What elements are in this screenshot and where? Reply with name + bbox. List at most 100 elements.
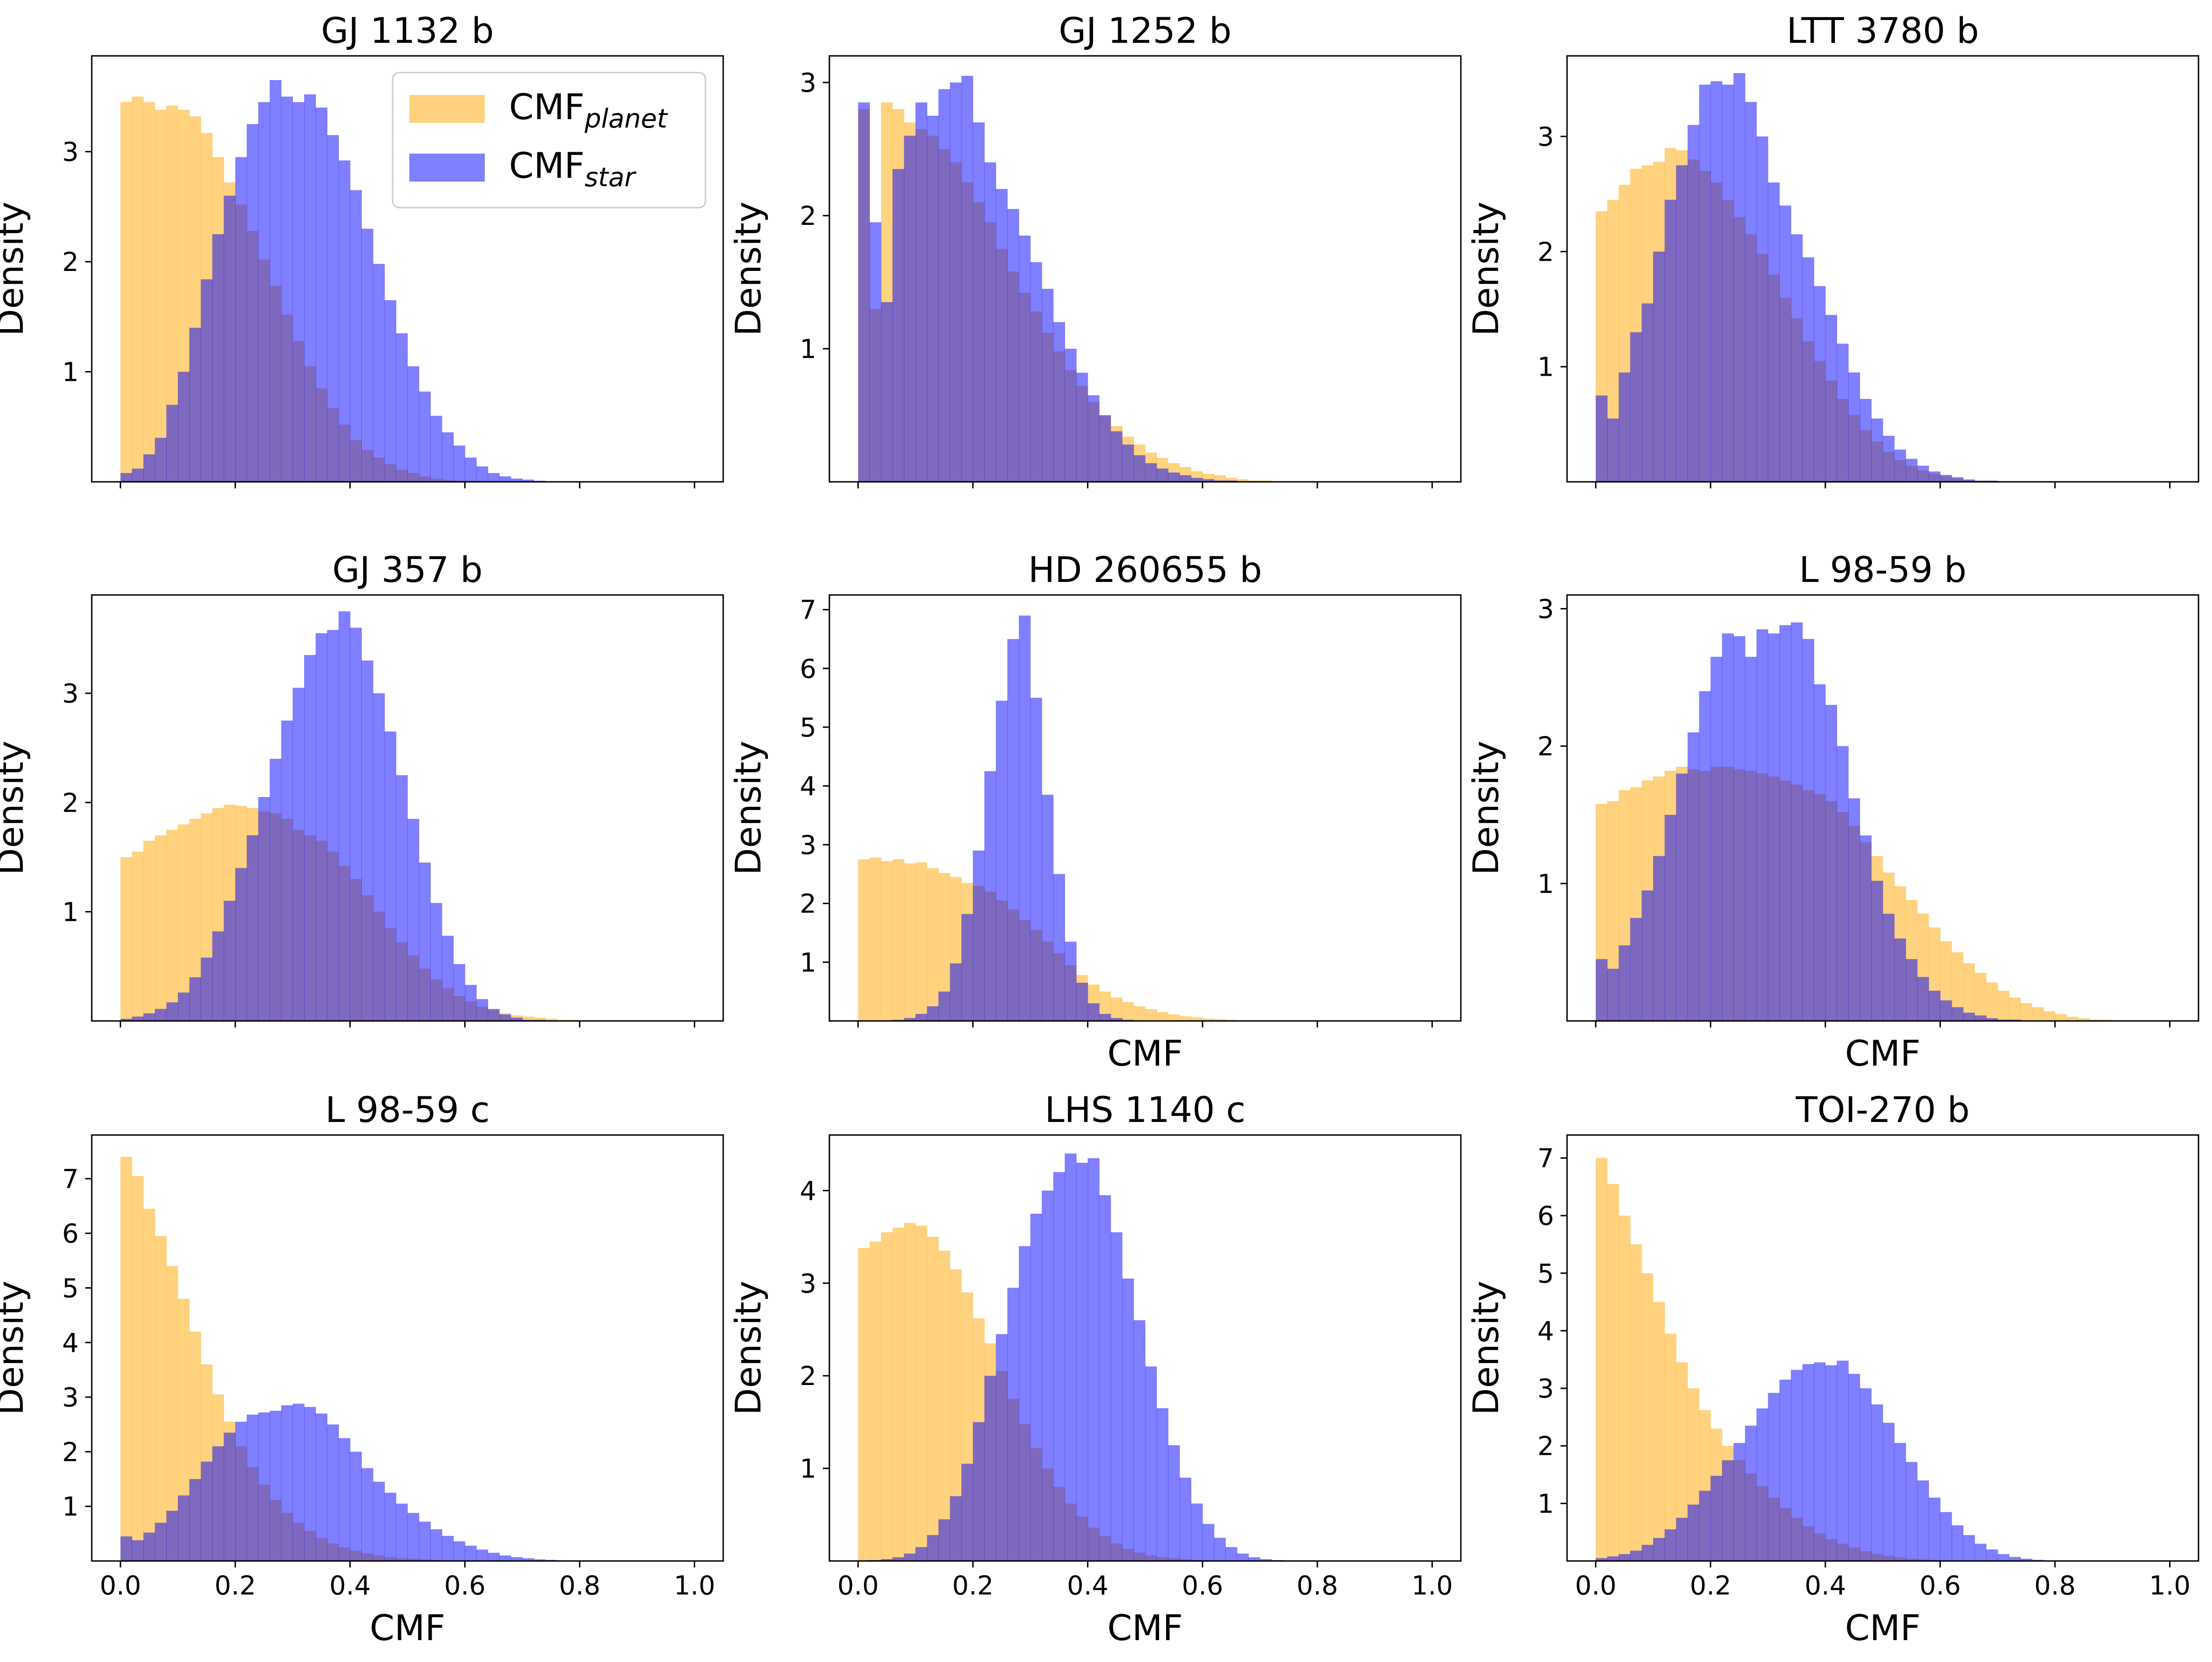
y-tick-label: 1 xyxy=(62,1492,79,1522)
bar-star xyxy=(1156,468,1168,482)
bar-planet xyxy=(2032,1007,2044,1021)
bar-planet xyxy=(1214,475,1226,482)
bar-planet xyxy=(892,859,904,1021)
y-tick-label: 3 xyxy=(1537,595,1554,625)
bar-star xyxy=(1756,136,1769,482)
series-star-bars xyxy=(858,75,1237,482)
bar-star xyxy=(1642,1545,1654,1561)
bar-star xyxy=(488,1009,500,1021)
bar-planet xyxy=(869,1241,882,1561)
bar-planet xyxy=(1618,1216,1631,1561)
bar-star xyxy=(1202,1524,1215,1561)
bar-star xyxy=(858,102,870,482)
bar-star xyxy=(1802,639,1814,1021)
bar-star xyxy=(1042,795,1054,1021)
bar-star xyxy=(1042,289,1054,482)
x-tick-label: 0.8 xyxy=(1296,1571,1338,1601)
bar-star xyxy=(927,1535,939,1561)
bar-star xyxy=(281,1405,293,1561)
bar-star xyxy=(201,957,213,1021)
y-tick-label: 1 xyxy=(800,334,816,365)
bar-star xyxy=(143,1533,156,1561)
y-tick-label: 7 xyxy=(1537,1143,1554,1174)
y-tick-label: 3 xyxy=(800,68,816,98)
bar-star xyxy=(1676,773,1688,1021)
bar-star xyxy=(327,630,339,1021)
bar-star xyxy=(476,1549,489,1561)
bar-star xyxy=(1917,466,1929,482)
bar-star xyxy=(430,1529,442,1561)
bar-star xyxy=(510,478,523,482)
bar-planet xyxy=(1664,1333,1676,1561)
bar-star xyxy=(1837,746,1849,1021)
bar-star xyxy=(1607,968,1619,1021)
bar-star xyxy=(1975,1015,1987,1021)
bar-planet xyxy=(132,96,144,482)
bar-star xyxy=(1087,395,1099,482)
bar-star xyxy=(1179,475,1192,482)
bar-star xyxy=(1618,1554,1631,1561)
bar-star xyxy=(155,438,167,482)
bar-star xyxy=(177,993,190,1021)
bar-planet xyxy=(143,1209,156,1561)
bar-star xyxy=(327,135,339,482)
bar-star xyxy=(1018,1246,1031,1561)
bar-star xyxy=(488,1553,500,1561)
y-tick-label: 3 xyxy=(62,679,79,709)
bar-star xyxy=(1237,1554,1249,1561)
bar-star xyxy=(1179,1477,1192,1561)
bar-star xyxy=(1814,684,1826,1021)
axes-frame xyxy=(828,1134,1462,1562)
bar-star xyxy=(224,900,236,1021)
bar-star xyxy=(510,1557,523,1561)
bar-star xyxy=(258,1412,270,1561)
bar-star xyxy=(1871,1404,1883,1561)
series-star-bars xyxy=(869,1153,1283,1561)
bar-planet xyxy=(927,868,939,1021)
bar-star xyxy=(1087,1158,1099,1561)
bar-star xyxy=(973,851,985,1021)
legend-label-star: CMFstar xyxy=(509,145,637,193)
bar-star xyxy=(441,936,454,1021)
bar-planet xyxy=(881,861,893,1021)
bar-star xyxy=(1963,1535,1975,1561)
series-star-bars xyxy=(1595,73,1998,482)
bar-star xyxy=(1687,732,1700,1021)
bar-star xyxy=(1595,395,1608,482)
bar-star xyxy=(1191,478,1203,482)
bar-star xyxy=(120,1019,132,1021)
bar-planet xyxy=(1191,1017,1203,1021)
bar-star xyxy=(361,229,373,482)
bar-star xyxy=(1607,418,1619,482)
bar-star xyxy=(1030,697,1042,1021)
bar-star xyxy=(499,476,511,482)
bar-star xyxy=(177,372,190,482)
series-star-bars xyxy=(1595,1360,2056,1561)
bar-star xyxy=(1722,84,1734,482)
bar-star xyxy=(373,693,385,1021)
bar-star xyxy=(384,1493,396,1561)
x-tick-label: 0.4 xyxy=(1805,1571,1846,1601)
bar-star xyxy=(996,189,1008,482)
y-axis-label: Density xyxy=(0,202,31,336)
bar-star xyxy=(915,1013,928,1021)
bar-planet xyxy=(1145,1009,1157,1021)
series-star-bars xyxy=(120,611,546,1021)
bar-star xyxy=(1007,639,1019,1021)
legend-swatch-planet xyxy=(409,95,485,123)
y-tick-label: 3 xyxy=(1537,1374,1554,1404)
bar-star xyxy=(1814,1362,1826,1561)
bar-star xyxy=(201,1461,213,1561)
x-axis-label: CMF xyxy=(1845,1607,1920,1648)
bar-planet xyxy=(869,858,882,1021)
bar-star xyxy=(373,1481,385,1561)
bar-star xyxy=(1018,615,1031,1021)
bar-star xyxy=(304,655,316,1021)
bar-star xyxy=(120,1536,132,1561)
bar-star xyxy=(396,775,408,1021)
bar-star xyxy=(1791,1370,1803,1561)
y-tick-label: 2 xyxy=(800,1361,816,1392)
